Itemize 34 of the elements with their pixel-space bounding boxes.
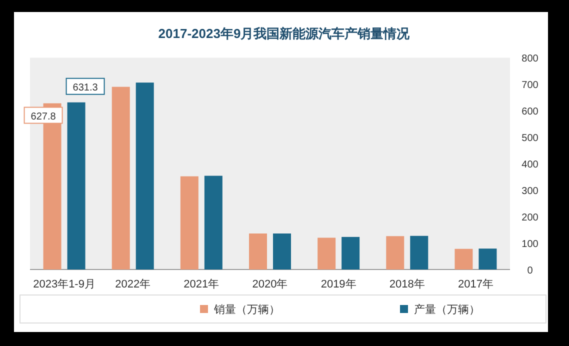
x-tick-label: 2017年 [458, 278, 494, 290]
bar [478, 248, 497, 270]
x-tick-label: 2020年 [252, 278, 288, 290]
bar [342, 236, 360, 270]
data-label: 631.3 [72, 82, 98, 94]
x-tick-label: 2023年1-9月 [33, 278, 96, 290]
bar [204, 176, 222, 270]
y-tick-label: 400 [522, 160, 539, 171]
legend-label: 销量（万辆） [213, 304, 280, 316]
chart-title: 2017-2023年9月我国新能源汽车产销量情况 [158, 26, 411, 41]
y-tick-label: 600 [522, 106, 539, 118]
x-tick-label: 2021年 [184, 278, 220, 290]
bar [112, 86, 130, 270]
bar [136, 82, 154, 270]
x-tick-label: 2019年 [320, 278, 356, 290]
x-tick-label: 2018年 [389, 278, 425, 290]
legend-label: 产量（万辆） [414, 303, 480, 316]
bar [410, 236, 428, 270]
y-tick-label: 700 [522, 80, 539, 92]
y-tick-label: 500 [522, 133, 539, 144]
x-tick-label: 2022年 [115, 278, 151, 290]
bar [454, 248, 473, 270]
bar [67, 102, 86, 270]
y-tick-label: 100 [522, 239, 539, 250]
y-tick-label: 300 [522, 186, 539, 198]
y-tick-label: 800 [522, 54, 539, 65]
data-label: 627.8 [30, 111, 56, 122]
bar [273, 233, 291, 270]
bar [318, 238, 336, 270]
y-tick-label: 200 [522, 212, 539, 224]
bar [180, 176, 198, 270]
bar [249, 233, 267, 270]
y-tick-label: 0 [527, 266, 534, 276]
bar [386, 236, 404, 270]
